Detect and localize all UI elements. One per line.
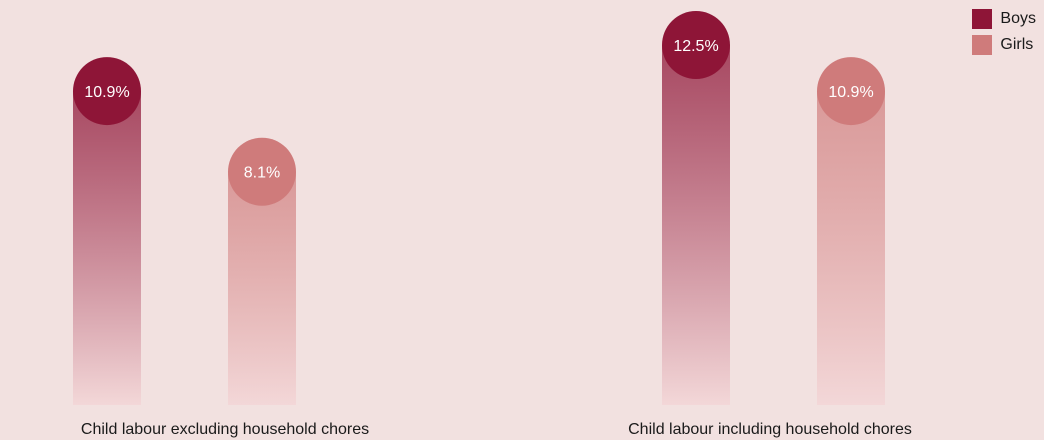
legend-label-boys: Boys — [1000, 10, 1036, 27]
bubbles-layer: 10.9% 12.5% 8.1% 10.9% — [73, 11, 885, 206]
value-bubble-girls-1[interactable] — [228, 137, 296, 206]
category-labels: Child labour excluding household chores C… — [81, 421, 912, 438]
bar-girls-1[interactable] — [228, 171, 296, 405]
data-label-boys-2: 12.5% — [673, 38, 718, 55]
bars-layer — [73, 45, 885, 405]
data-label-girls-2: 10.9% — [828, 84, 873, 101]
category-label-2: Child labour including household chores — [628, 421, 912, 438]
legend-swatch-girls — [972, 35, 993, 55]
legend-item-boys[interactable]: Boys — [972, 8, 1036, 30]
data-label-boys-1: 10.9% — [84, 84, 129, 101]
value-bubble-boys-1[interactable] — [73, 57, 141, 126]
data-label-girls-1: 8.1% — [244, 165, 280, 182]
value-bubble-girls-2[interactable] — [817, 57, 885, 126]
value-bubble-boys-2[interactable] — [662, 11, 730, 79]
legend-item-girls[interactable]: Girls — [972, 34, 1036, 56]
legend-label-girls: Girls — [1000, 36, 1034, 53]
legend-swatch-boys — [972, 9, 993, 29]
bar-boys-1[interactable] — [73, 91, 141, 405]
legend: Boys Girls — [972, 8, 1036, 56]
category-label-1: Child labour excluding household chores — [81, 421, 369, 438]
bar-boys-2[interactable] — [662, 45, 730, 405]
bar-girls-2[interactable] — [817, 91, 885, 405]
